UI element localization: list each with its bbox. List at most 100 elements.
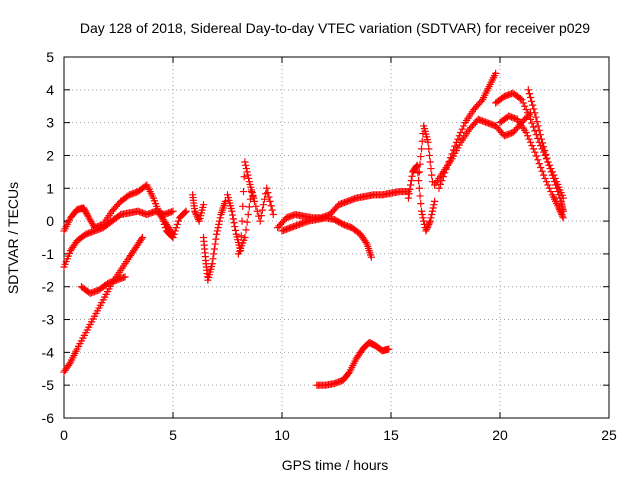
data-point-interp	[246, 180, 254, 189]
series-track-p	[435, 69, 500, 192]
data-point-interp	[260, 195, 269, 203]
data-point	[82, 329, 90, 337]
data-point-interp	[247, 183, 255, 191]
data-point	[417, 207, 426, 215]
data-point	[263, 184, 271, 192]
data-point-interp	[528, 97, 536, 105]
data-point-interp	[449, 146, 458, 154]
data-point-interp	[104, 288, 112, 296]
data-point-interp	[460, 122, 468, 130]
data-point-interp	[538, 139, 547, 147]
data-point-interp	[63, 255, 71, 263]
data-point-interp	[534, 156, 542, 164]
data-point-interp	[259, 201, 268, 209]
y-tick-label: 0	[46, 213, 54, 229]
data-point-interp	[61, 260, 69, 268]
data-point-interp	[421, 127, 429, 135]
data-point-interp	[80, 331, 88, 340]
data-point	[524, 86, 532, 94]
data-point-interp	[534, 122, 542, 130]
data-point-interp	[76, 340, 84, 348]
data-point	[537, 135, 546, 143]
data-point-interp	[172, 224, 180, 232]
data-point-interp	[248, 189, 256, 197]
data-point	[213, 230, 221, 238]
data-point	[526, 115, 535, 123]
series-track-f	[189, 191, 208, 225]
data-point-interp	[417, 145, 426, 153]
data-point	[435, 184, 443, 192]
data-point-interp	[439, 173, 447, 181]
plot-frame	[63, 56, 610, 419]
data-point-interp	[536, 131, 544, 139]
data-point-interp	[205, 273, 213, 282]
data-point-interp	[524, 132, 532, 140]
data-point-interp	[244, 174, 253, 183]
data-point-interp	[205, 271, 213, 279]
y-tick-label: 1	[46, 180, 54, 196]
data-point-interp	[405, 190, 413, 198]
y-tick-label: -4	[42, 344, 55, 360]
x-tick-label: 0	[60, 427, 68, 443]
data-point-interp	[212, 235, 220, 243]
data-point-interp	[417, 199, 425, 208]
data-point	[531, 148, 539, 156]
data-point-interp	[418, 137, 426, 145]
data-point	[223, 191, 232, 199]
data-point	[531, 109, 539, 117]
data-point-interp	[92, 309, 100, 318]
data-point-interp	[532, 113, 540, 121]
data-point-interp	[519, 99, 527, 107]
data-point-interp	[253, 207, 261, 215]
data-point-interp	[545, 161, 553, 169]
data-point-interp	[438, 177, 446, 185]
y-tick-label: -3	[42, 312, 55, 328]
data-point-interp	[238, 242, 246, 250]
data-point	[169, 207, 177, 215]
data-point-interp	[206, 268, 214, 276]
axis-ticks: 0 5 10 15 20 25 -6 -5 -4 -3 -2 -1 0 1 2 3 4 5	[42, 49, 617, 443]
data-point	[182, 207, 190, 215]
data-point-interp	[83, 326, 91, 334]
series-track-j	[274, 187, 413, 232]
data-point-interp	[446, 154, 455, 162]
series-track-g	[199, 197, 229, 284]
data-point-interp	[98, 298, 106, 307]
data-point-interp	[105, 285, 113, 293]
data-point-interp	[532, 152, 540, 160]
data-point-interp	[538, 167, 546, 175]
data-point-interp	[540, 143, 548, 151]
data-point-interp	[170, 230, 178, 238]
data-point	[492, 69, 500, 78]
y-tick-label: -6	[42, 410, 55, 426]
data-point	[245, 178, 253, 186]
data-point-interp	[427, 214, 435, 222]
data-point-interp	[151, 199, 160, 208]
data-point-interp	[102, 290, 110, 298]
x-tick-label: 15	[383, 427, 399, 443]
series-track-c	[60, 233, 147, 376]
chart-title: Day 128 of 2018, Sidereal Day-to-day VTE…	[80, 20, 590, 36]
data-point-interp	[428, 207, 437, 215]
data-point	[232, 230, 240, 238]
data-point-interp	[420, 125, 429, 133]
data-point-interp	[544, 181, 552, 189]
data-point-interp	[533, 117, 541, 126]
data-point	[149, 194, 157, 202]
data-point-interp	[197, 209, 205, 217]
data-point-interp	[244, 210, 252, 219]
data-point	[228, 207, 236, 215]
data-point-interp	[89, 315, 97, 323]
data-point-interp	[236, 244, 245, 253]
data-point-interp	[542, 178, 551, 186]
data-point-interp	[258, 206, 266, 214]
data-point-interp	[159, 217, 167, 225]
data-point-interp	[528, 119, 536, 127]
data-point-interp	[207, 265, 215, 273]
data-point-interp	[62, 257, 70, 266]
data-point-interp	[214, 224, 222, 232]
data-point-interp	[266, 197, 274, 205]
data-point-interp	[427, 164, 435, 173]
data-point-interp	[216, 214, 224, 222]
